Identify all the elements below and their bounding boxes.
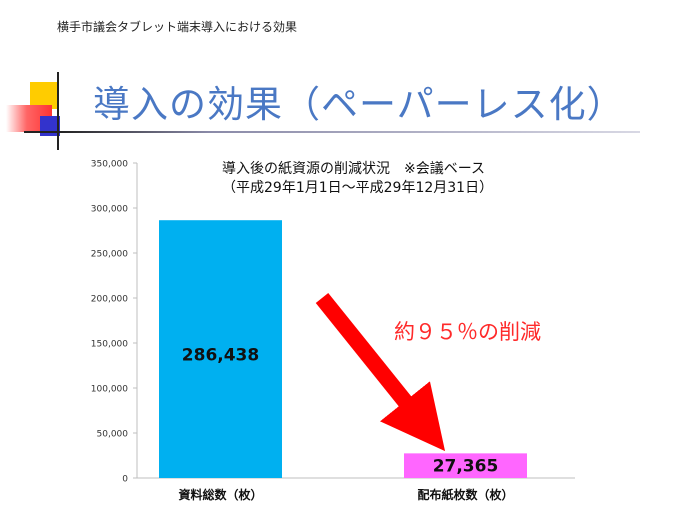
reduction-annotation: 約９５％の削減 bbox=[394, 320, 541, 344]
y-tick-label: 200,000 bbox=[91, 295, 128, 305]
chart-title: 導入後の紙資源の削減状況 ※会議ベース bbox=[222, 161, 486, 177]
y-tick-label: 0 bbox=[122, 475, 128, 485]
slide-title: 導入の効果（ペーパーレス化） bbox=[93, 83, 625, 126]
y-tick-label: 250,000 bbox=[91, 250, 128, 260]
y-tick-label: 50,000 bbox=[97, 430, 129, 440]
bar-value-label: 27,365 bbox=[433, 457, 499, 477]
bars: 286,438 資料総数（枚） 27,365 配布紙枚数（枚） bbox=[159, 220, 527, 502]
x-category-label: 資料総数（枚） bbox=[178, 487, 262, 502]
y-tick-label: 100,000 bbox=[91, 385, 128, 395]
x-category-label: 配布紙枚数（枚） bbox=[417, 487, 513, 502]
bar-1 bbox=[159, 220, 282, 478]
bar-2 bbox=[404, 453, 527, 478]
chart-subtitle: （平成29年1月1日～平成29年12月31日） bbox=[222, 180, 494, 196]
y-tick-label: 350,000 bbox=[91, 160, 128, 170]
bar-value-label: 286,438 bbox=[182, 345, 259, 365]
reduction-arrow bbox=[315, 292, 446, 452]
y-tick-label: 150,000 bbox=[91, 340, 128, 350]
decor-yellow-square bbox=[30, 82, 57, 109]
y-tick-label: 300,000 bbox=[91, 205, 128, 215]
decor-vertical-line bbox=[57, 72, 59, 150]
header-text: 横手市議会タブレット端末導入における効果 bbox=[57, 20, 298, 34]
title-underline bbox=[24, 131, 640, 133]
